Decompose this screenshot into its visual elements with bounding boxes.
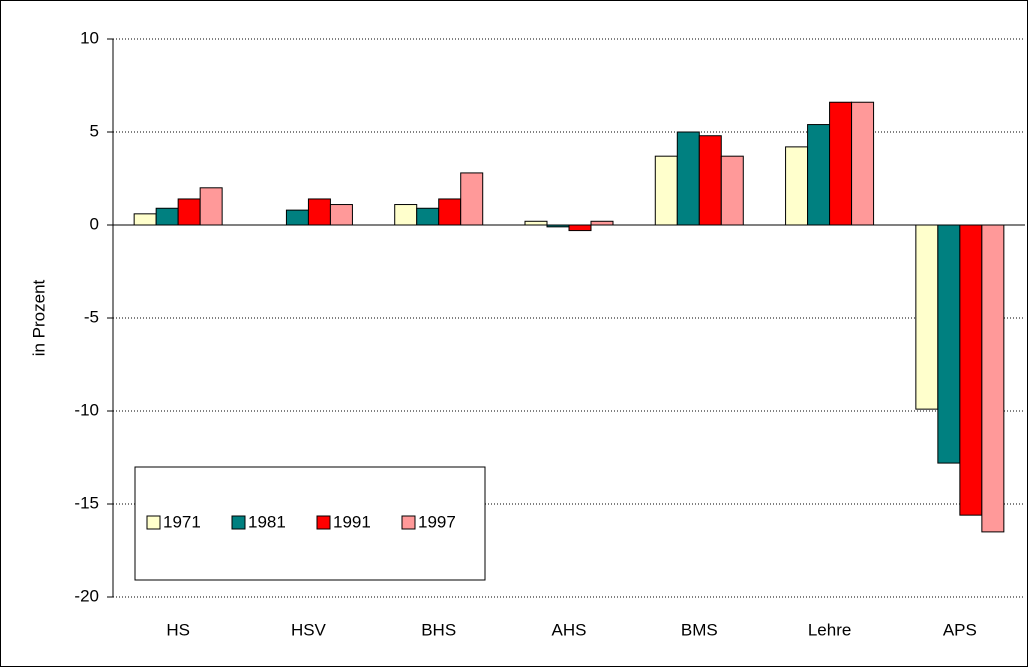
legend-label: 1991 [333, 512, 371, 531]
y-tick-label: -20 [74, 586, 99, 605]
x-tick-label: BMS [681, 620, 718, 639]
y-tick-label: 10 [80, 28, 99, 47]
bar [307, 198, 331, 226]
bar [199, 187, 223, 226]
x-tick-label: BHS [421, 620, 456, 639]
y-tick-label: -5 [84, 307, 99, 326]
legend-box [134, 466, 486, 581]
bar [676, 131, 700, 226]
bar [785, 146, 809, 226]
bar [329, 204, 353, 226]
bar [394, 204, 418, 226]
y-tick-label: -10 [74, 400, 99, 419]
legend-swatch [231, 515, 246, 530]
bar [177, 198, 201, 226]
bar [285, 209, 309, 226]
bar [654, 155, 678, 226]
legend-label: 1997 [418, 512, 456, 531]
y-axis-label: in Prozent [29, 279, 48, 356]
y-tick-label: 5 [90, 121, 99, 140]
x-tick-label: HS [166, 620, 190, 639]
bar [720, 155, 744, 226]
legend-swatch [316, 515, 331, 530]
bar [959, 224, 983, 516]
bar [438, 198, 462, 226]
legend-swatch [401, 515, 416, 530]
bar [915, 224, 939, 410]
bar [568, 224, 592, 232]
bar [590, 220, 614, 226]
bar [698, 135, 722, 226]
y-tick-label: 0 [90, 214, 99, 233]
legend-label: 1971 [163, 512, 201, 531]
bar [937, 224, 961, 464]
bar [851, 101, 875, 226]
x-tick-label: APS [943, 620, 977, 639]
x-tick-label: AHS [552, 620, 587, 639]
x-tick-label: Lehre [808, 620, 851, 639]
bar [416, 207, 440, 226]
x-tick-label: HSV [291, 620, 327, 639]
bar [807, 124, 831, 226]
legend-label: 1981 [248, 512, 286, 531]
bar [155, 207, 179, 226]
legend-swatch [146, 515, 161, 530]
bar [524, 220, 548, 226]
bar [829, 101, 853, 226]
bar [546, 224, 570, 228]
bar [460, 172, 484, 226]
bar [133, 213, 157, 226]
y-tick-label: -15 [74, 493, 99, 512]
bar [981, 224, 1005, 533]
